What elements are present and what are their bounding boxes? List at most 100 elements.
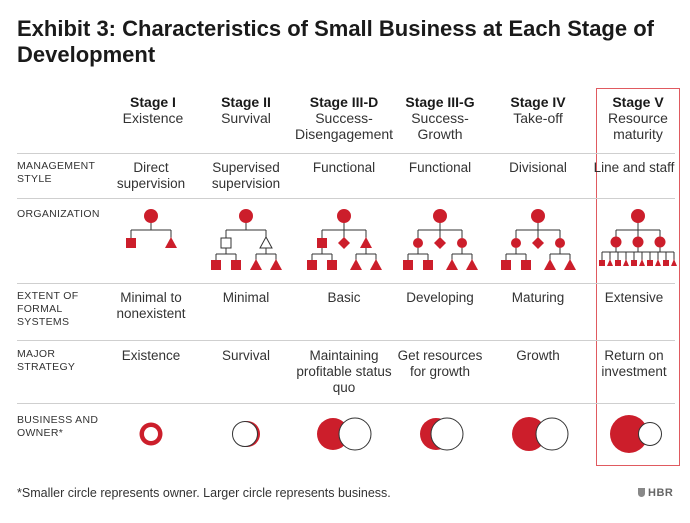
formal-systems-cell: Minimal	[222, 290, 270, 305]
exhibit-title: Exhibit 3: Characteristics of Small Busi…	[17, 16, 654, 67]
org-node-icon	[511, 238, 521, 248]
row-label-organization: ORGANIZATION	[17, 208, 100, 220]
major-strategy-cell: Survival	[221, 348, 270, 363]
org-node-icon	[501, 260, 511, 270]
org-node-icon	[521, 260, 531, 270]
owner-circle-icon	[338, 417, 372, 451]
major-strategy-cell: Get resources for growth	[397, 348, 483, 379]
org-node-icon	[413, 238, 423, 248]
management-style-cell: Divisional	[509, 160, 567, 175]
org-node-icon	[220, 237, 232, 249]
org-node-icon	[564, 259, 576, 270]
stage-header-1: Stage I Existence	[105, 94, 201, 126]
stage-v-highlight-box	[596, 88, 680, 466]
org-node-icon	[457, 238, 467, 248]
org-chart-stage-6	[599, 209, 677, 266]
stage-name: Stage II	[221, 94, 271, 110]
org-node-icon	[211, 260, 221, 270]
business-owner-stage-2	[232, 421, 260, 447]
stage-subtitle: Survival	[221, 110, 271, 126]
org-node-icon	[654, 236, 666, 248]
owner-circle-icon	[430, 417, 464, 451]
stage-name: Stage IV	[510, 94, 566, 110]
shield-icon	[638, 488, 645, 497]
row-label-management-style: MANAGEMENT STYLE	[17, 160, 96, 185]
stage-name: Stage III-D	[309, 94, 379, 110]
hbr-logo: HBR	[638, 487, 673, 499]
business-owner-stage-3	[317, 417, 372, 451]
row-divider	[17, 340, 675, 341]
row-label-formal-systems: EXTENT OF FORMAL SYSTEMS	[17, 290, 79, 328]
major-strategy-cell: Growth	[516, 348, 560, 363]
org-chart-stage-2	[211, 209, 282, 270]
org-chart-stage-1	[126, 209, 177, 248]
owner-circle-icon	[638, 422, 662, 446]
owner-circle-icon	[144, 427, 158, 441]
management-style-cell: Line and staff	[593, 160, 675, 175]
formal-systems-cell: Extensive	[604, 290, 664, 305]
stage-name: Stage III-G	[405, 94, 475, 110]
org-node-icon	[555, 238, 565, 248]
stage-header-4: Stage III-G Success-Growth	[392, 94, 488, 142]
org-node-icon	[259, 235, 273, 249]
org-node-icon	[370, 259, 382, 270]
major-strategy-cell: Maintaining profitable status quo	[296, 348, 392, 395]
owner-circle-icon	[535, 417, 569, 451]
org-node-icon	[350, 259, 362, 270]
major-strategy-cell: Return on investment	[601, 348, 667, 379]
org-node-icon	[360, 237, 372, 248]
org-node-icon	[434, 237, 446, 249]
org-leaf-nodes	[599, 259, 677, 266]
org-node-icon	[423, 260, 433, 270]
org-node-icon	[338, 237, 350, 249]
org-chart-stage-5	[501, 209, 576, 270]
row-label-business-owner: BUSINESS AND OWNER*	[17, 414, 99, 439]
formal-systems-cell: Basic	[327, 290, 361, 305]
org-node-icon	[610, 236, 622, 248]
org-node-icon	[337, 209, 351, 223]
major-strategy-cell: Existence	[121, 348, 181, 363]
stage-header-6: Stage V Resource maturity	[590, 94, 686, 142]
org-chart-stage-3	[307, 209, 382, 270]
management-style-cell: Direct supervision	[116, 160, 186, 191]
org-node-icon	[466, 259, 478, 270]
row-divider	[17, 153, 675, 154]
org-node-icon	[327, 260, 337, 270]
org-node-icon	[231, 260, 241, 270]
business-circle-icon	[610, 415, 648, 453]
org-node-icon	[403, 260, 413, 270]
org-node-icon	[250, 259, 262, 270]
stage-subtitle: Success-Disengagement	[294, 110, 394, 142]
org-node-icon	[126, 238, 136, 248]
org-node-icon	[532, 237, 544, 249]
business-owner-stage-5	[512, 417, 569, 451]
org-node-icon	[446, 259, 458, 270]
business-owner-stage-4	[420, 417, 464, 451]
org-node-icon	[632, 236, 644, 248]
org-node-icon	[433, 209, 447, 223]
stage-subtitle: Take-off	[513, 110, 563, 126]
management-style-cell: Functional	[312, 160, 376, 175]
org-node-icon	[165, 237, 177, 248]
org-node-icon	[307, 260, 317, 270]
row-divider	[17, 403, 675, 404]
stage-header-2: Stage II Survival	[198, 94, 294, 126]
stage-subtitle: Resource maturity	[608, 110, 668, 142]
stage-name: Stage V	[612, 94, 664, 110]
row-label-major-strategy: MAJOR STRATEGY	[17, 348, 76, 373]
management-style-cell: Functional	[408, 160, 472, 175]
logo-text: HBR	[648, 487, 674, 499]
org-node-icon	[144, 209, 158, 223]
stage-subtitle: Success-Growth	[411, 110, 469, 142]
org-node-icon	[270, 259, 282, 270]
footnote: *Smaller circle represents owner. Larger…	[17, 486, 391, 500]
org-node-icon	[239, 209, 253, 223]
org-chart-stage-4	[403, 209, 478, 270]
org-node-icon	[317, 238, 327, 248]
formal-systems-cell: Maturing	[511, 290, 565, 305]
formal-systems-cell: Developing	[406, 290, 474, 305]
org-node-icon	[531, 209, 545, 223]
owner-circle-icon	[232, 421, 258, 447]
formal-systems-cell: Minimal to nonexistent	[116, 290, 186, 321]
org-node-icon	[631, 209, 645, 223]
